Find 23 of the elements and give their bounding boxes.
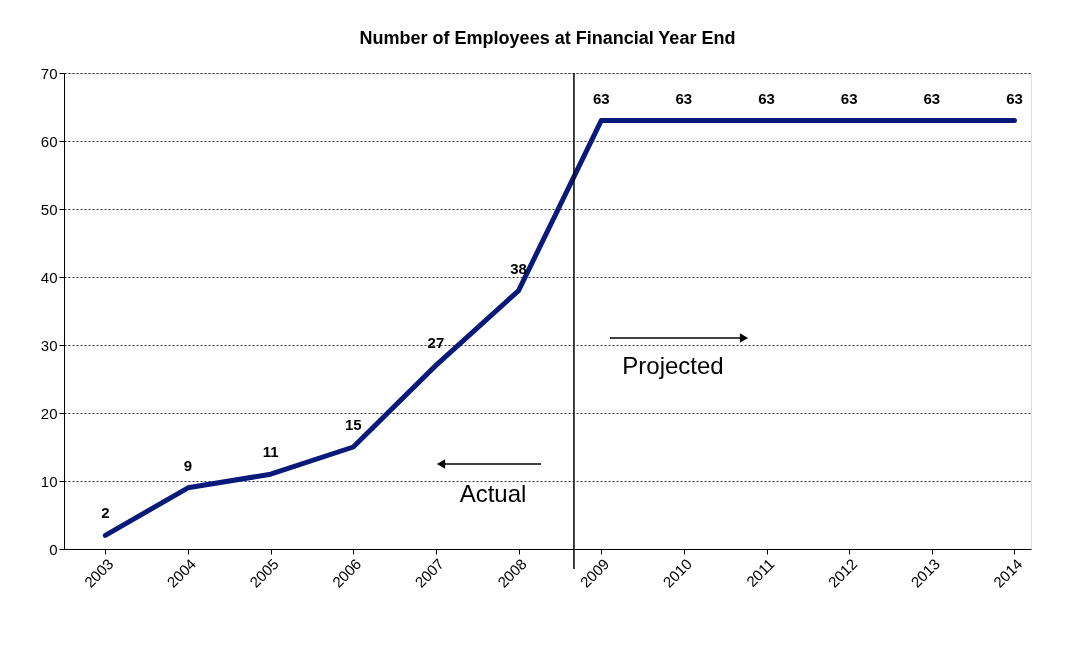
- data-label: 27: [427, 334, 445, 352]
- y-tick-label: 20: [40, 404, 58, 422]
- y-tick-label: 60: [40, 132, 58, 150]
- data-label: 15: [344, 416, 362, 433]
- annotation: Actual: [459, 480, 527, 507]
- y-tick-label: 0: [49, 540, 58, 558]
- y-tick-label: 50: [40, 200, 58, 218]
- data-label: 9: [183, 456, 193, 474]
- data-label: 63: [675, 89, 693, 107]
- data-label: 38: [510, 259, 527, 277]
- annotation: Projected: [622, 352, 724, 379]
- y-tick-label: 30: [40, 336, 58, 354]
- y-tick-label: 40: [40, 268, 58, 286]
- data-label: 63: [1006, 89, 1023, 107]
- data-label: 63: [592, 89, 610, 107]
- data-label: 2: [101, 504, 110, 522]
- data-label: 11: [262, 443, 279, 461]
- chart-title: Number of Employees at Financial Year End: [359, 28, 736, 48]
- y-tick-label: 70: [40, 64, 58, 82]
- data-label: 63: [758, 89, 775, 107]
- data-label: 63: [923, 89, 941, 107]
- y-tick-label: 10: [40, 472, 58, 490]
- data-label: 63: [840, 89, 858, 107]
